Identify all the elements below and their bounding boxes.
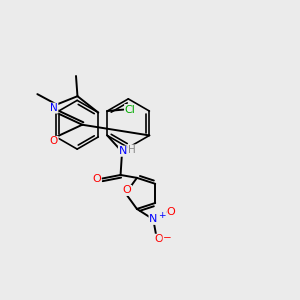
Text: O: O: [123, 185, 131, 195]
Text: N: N: [50, 103, 58, 113]
Text: +: +: [158, 211, 166, 220]
Text: O: O: [167, 207, 176, 217]
Text: H: H: [128, 145, 135, 155]
Text: O: O: [50, 136, 58, 146]
Text: N: N: [118, 146, 127, 156]
Text: Cl: Cl: [124, 105, 136, 115]
Text: −: −: [163, 233, 172, 243]
Text: N: N: [149, 214, 158, 224]
Text: O: O: [92, 173, 101, 184]
Text: O: O: [155, 234, 164, 244]
